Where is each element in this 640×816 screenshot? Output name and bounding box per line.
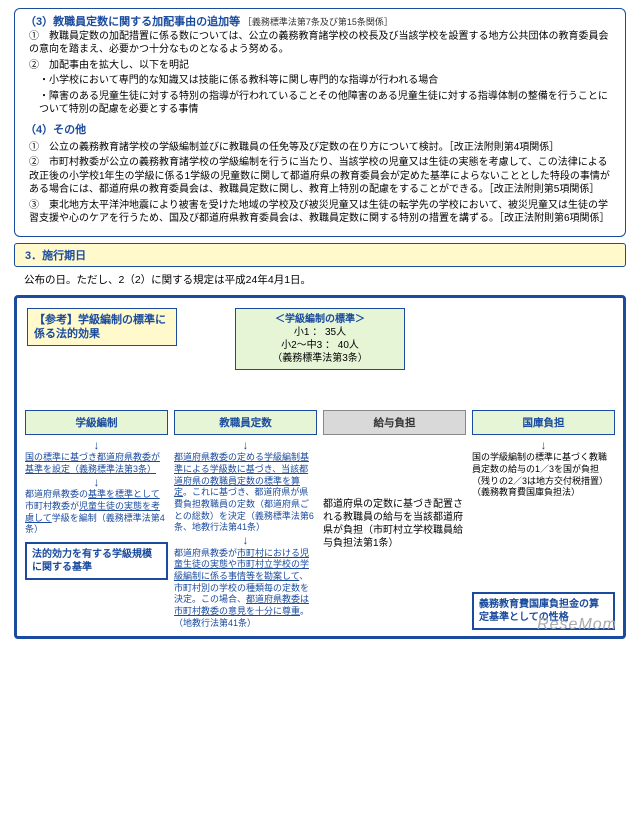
col-teacher-quota: 教職員定数 ↓ 都道府県教委の定める学級編制基準による学級数に基づき、当該都道府… — [174, 410, 317, 630]
col-national-burden: 国庫負担 ↓ 国の学級編制の標準に基づく教職員定数の給与の1／3を国が負担（残り… — [472, 410, 615, 630]
col-class-formation: 学級編制 ↓ 国の標準に基づき都道府県教委が基準を設定（義務標準法第3条） ↓ … — [25, 410, 168, 630]
sec3-note: ［義務標準法第7条及び第15条関係］ — [243, 17, 393, 27]
arrow-icon: ↓ — [174, 441, 317, 451]
col-salary: 給与負担 都道府県の定数に基づき配置される教職員の給与を当該都道府県が負担（市町… — [323, 410, 466, 630]
arrow-icon: ↓ — [25, 478, 168, 488]
watermark: ReseMom — [537, 616, 617, 634]
c1-b1: 国の標準に基づき都道府県教委が基準を設定（義務標準法第3条） — [25, 452, 168, 475]
arrow-icon: ↓ — [174, 536, 317, 546]
sec3-item2b: ・障害のある児童生徒に対する特別の指導が行われていることその他障害のある児童生徒… — [39, 90, 615, 117]
c3-body: 都道府県の定数に基づき配置される教職員の給与を当該都道府県が負担（市町村立学校職… — [323, 498, 466, 550]
c2-b2: 都道府県教委が市町村における児童生徒の実態や市町村立学校の学級編制に係る事情等を… — [174, 548, 317, 630]
section-3-4-box: （3）教職員定数に関する加配事由の追加等 ［義務標準法第7条及び第15条関係］ … — [14, 8, 626, 237]
sec3-item2: ② 加配事由を拡大し、以下を明記 — [29, 59, 615, 73]
date-header: 3．施行期日 — [14, 243, 626, 267]
columns: 学級編制 ↓ 国の標準に基づき都道府県教委が基準を設定（義務標準法第3条） ↓ … — [25, 410, 615, 630]
sec3-heading: （3）教職員定数に関する加配事由の追加等 ［義務標準法第7条及び第15条関係］ — [25, 15, 615, 30]
arrow-icon: ↓ — [472, 441, 615, 451]
date-text: 公布の日。ただし、2（2）に関する規定は平成24年4月1日。 — [14, 269, 626, 295]
c2-b1: 都道府県教委の定める学級編制基準による学級数に基づき、当該都道府県の教職員定数の… — [174, 452, 317, 534]
c4-hdr: 国庫負担 — [472, 410, 615, 435]
std-l1: 小1 ： 35人 — [244, 326, 396, 339]
c3-hdr: 給与負担 — [323, 410, 466, 435]
sec3-title: （3）教職員定数に関する加配事由の追加等 — [25, 16, 240, 28]
standard-box: ＜学級編制の標準＞ 小1 ： 35人 小2～中3 ： 40人 （義務標準法第3条… — [235, 308, 405, 370]
c2-hdr: 教職員定数 — [174, 410, 317, 435]
c1-final: 法的効力を有する学級規模に関する基準 — [25, 542, 168, 580]
std-l2: 小2～中3 ： 40人 — [244, 339, 396, 352]
std-h: ＜学級編制の標準＞ — [244, 313, 396, 326]
c1-b2: 都道府県教委の基準を標準として市町村教委が児童生徒の実態を考慮して学級を編制（義… — [25, 489, 168, 536]
sec4-title: （4）その他 — [25, 123, 615, 138]
sec4-item1: ① 公立の義務教育諸学校の学級編制並びに教職員の任免等及び定数の在り方について検… — [29, 141, 615, 155]
c1-hdr: 学級編制 — [25, 410, 168, 435]
c4-body: 国の学級編制の標準に基づく教職員定数の給与の1／3を国が負担（残りの2／3は地方… — [472, 452, 615, 499]
sec4-item2: ② 市町村教委が公立の義務教育諸学校の学級編制を行うに当たり、当該学校の児童又は… — [29, 156, 615, 197]
ref-title: 【参考】学級編制の標準に係る法的効果 — [27, 308, 177, 347]
reference-panel: 【参考】学級編制の標準に係る法的効果 ＜学級編制の標準＞ 小1 ： 35人 小2… — [14, 295, 626, 639]
sec4-item3: ③ 東北地方太平洋沖地震により被害を受けた地域の学校及び被災児童又は生徒の転学先… — [29, 199, 615, 226]
std-l3: （義務標準法第3条） — [244, 352, 396, 365]
sec3-item2a: ・小学校において専門的な知識又は技能に係る教科等に関し専門的な指導が行われる場合 — [39, 74, 615, 88]
sec3-item1: ① 教職員定数の加配措置に係る数については、公立の義務教育諸学校の校長及び当該学… — [29, 30, 615, 57]
arrow-icon: ↓ — [25, 441, 168, 451]
